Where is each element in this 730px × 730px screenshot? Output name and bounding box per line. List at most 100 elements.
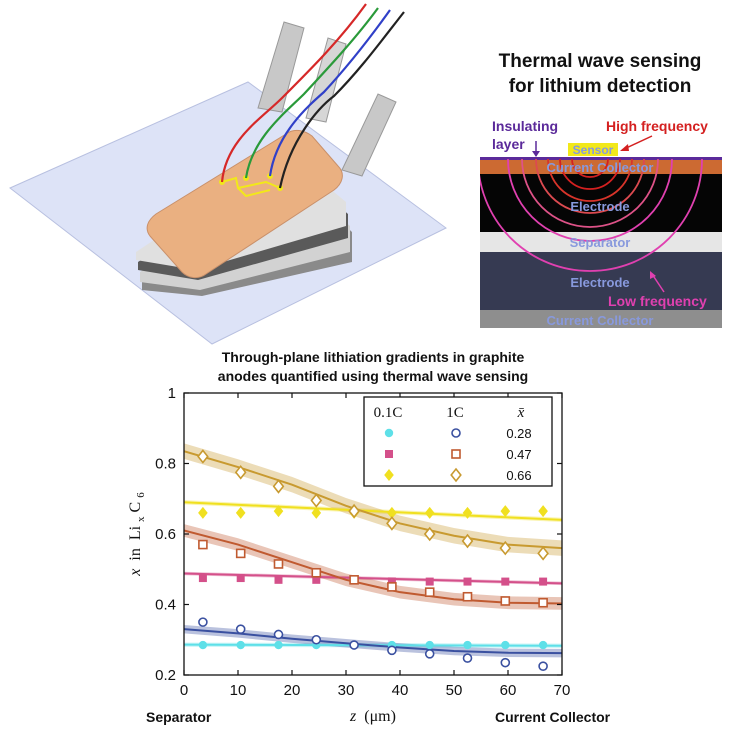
legend-marker-5	[450, 467, 462, 483]
layer-separator	[480, 232, 722, 252]
high-frequency-arrowhead	[620, 144, 629, 151]
data-point-0-7	[463, 640, 472, 650]
y-label-in: in	[127, 548, 144, 560]
data-point-5-7	[461, 533, 474, 549]
legend-markers	[384, 428, 462, 483]
axis-ticks: 0 10 20 30 40 50 60 70 0.2 0.4 0.6 0.8 1	[155, 385, 570, 699]
y-tick-label: 1	[168, 385, 176, 402]
legend-marker-3	[451, 428, 461, 438]
data-point-5-1	[234, 465, 247, 480]
wave-arc	[535, 158, 645, 214]
fit-band-3	[184, 624, 562, 658]
data-point-3-4	[349, 640, 359, 650]
x-tick-label: 60	[500, 682, 517, 699]
insulating-layer	[480, 157, 722, 160]
data-point-2-3	[311, 506, 322, 519]
data-point-1-2	[274, 575, 283, 584]
data-point-0-1	[236, 640, 245, 650]
data-point-1-6	[425, 577, 434, 586]
svg-text:x in Li: x in Li x C 6	[127, 492, 148, 577]
label-current-collector-top: Current Collector	[547, 160, 654, 175]
x-tick-label: 30	[338, 682, 355, 699]
data-point-2-2	[273, 505, 284, 518]
legend-xbar-row-2: 0.47	[506, 447, 531, 462]
lead-wires	[220, 3, 405, 189]
legend-col-1c: 1C	[446, 405, 464, 421]
wave-arc	[559, 158, 621, 190]
data-point-1-7	[463, 577, 472, 586]
data-point-0-6	[425, 640, 434, 650]
data-point-3-5	[387, 645, 397, 656]
fit-line-3	[184, 628, 562, 655]
label-insulating-line2: layer	[492, 136, 525, 152]
data-point-4-8	[500, 596, 511, 606]
label-electrode-bottom: Electrode	[570, 275, 629, 290]
y-label-sub-x: x	[135, 516, 147, 522]
x-tick-label: 70	[554, 682, 571, 699]
data-point-2-5	[387, 506, 397, 519]
data-point-3-3	[311, 634, 322, 645]
lithiation-chart: Through-plane lithiation gradients in gr…	[127, 349, 611, 725]
chart-title-line2: anodes quantified using thermal wave sen…	[218, 368, 528, 384]
legend-marker-4	[451, 449, 461, 459]
x-label-unit: (μm)	[364, 708, 396, 725]
x-tick-label: 20	[284, 682, 301, 699]
data-point-2-6	[424, 506, 435, 519]
legend-xbar-row-1: 0.28	[506, 426, 531, 441]
data-points	[197, 449, 549, 671]
data-point-0-2	[274, 640, 283, 650]
data-point-4-2	[273, 559, 284, 569]
data-point-4-7	[462, 591, 473, 602]
chart-title-line1: Through-plane lithiation gradients in gr…	[222, 349, 525, 365]
data-point-0-0	[198, 640, 208, 650]
legend-marker-0	[384, 428, 394, 438]
fit-line-5	[184, 450, 562, 550]
label-electrode-top: Electrode	[570, 199, 629, 214]
layer-current-collector-bottom	[480, 310, 722, 328]
data-point-3-0	[198, 617, 208, 627]
data-point-1-3	[312, 575, 321, 584]
x-tick-label: 10	[230, 682, 247, 699]
data-point-2-0	[198, 506, 208, 519]
y-tick-label: 0.8	[155, 456, 176, 473]
wave-arc	[480, 158, 703, 272]
data-point-2-1	[235, 506, 246, 519]
data-point-1-1	[236, 574, 245, 583]
y-tick-label: 0.4	[155, 597, 176, 614]
layer-current-collector-top	[480, 160, 722, 174]
sensor-traces	[221, 176, 281, 198]
wave-arc	[547, 158, 633, 202]
insulating-arrowhead	[532, 151, 540, 157]
data-point-1-5	[387, 577, 396, 586]
data-point-4-4	[349, 575, 359, 585]
data-point-4-1	[235, 548, 246, 559]
data-point-4-9	[538, 597, 548, 608]
label-insulating-line1: Insulating	[492, 118, 558, 134]
fit-band-4	[184, 524, 562, 610]
y-axis-label: x in Li x C 6	[127, 492, 148, 577]
label-separator: Separator	[570, 235, 631, 250]
data-point-3-9	[538, 661, 548, 671]
copper-electrode	[146, 129, 343, 279]
data-point-3-1	[235, 624, 246, 634]
data-point-5-4	[348, 503, 360, 519]
wave-arc	[571, 158, 609, 178]
data-point-3-8	[500, 657, 511, 668]
data-point-5-8	[499, 540, 512, 556]
data-point-5-9	[537, 546, 549, 561]
data-point-5-6	[423, 526, 436, 542]
data-point-0-8	[501, 640, 510, 650]
data-point-5-2	[272, 479, 285, 494]
inset-title-line2: for lithium detection	[509, 76, 692, 97]
data-point-1-9	[539, 577, 548, 586]
y-tick-label: 0.6	[155, 526, 176, 543]
data-point-2-9	[538, 505, 548, 518]
wave-arc	[507, 158, 673, 242]
fit-band-5	[184, 443, 562, 556]
sensor-block	[568, 143, 618, 156]
data-point-0-9	[538, 640, 548, 650]
fit-line-1	[184, 572, 562, 585]
thermal-wave-inset: Thermal wave sensing for lithium detecti…	[480, 51, 722, 328]
sensor-label: Sensor	[573, 143, 614, 157]
